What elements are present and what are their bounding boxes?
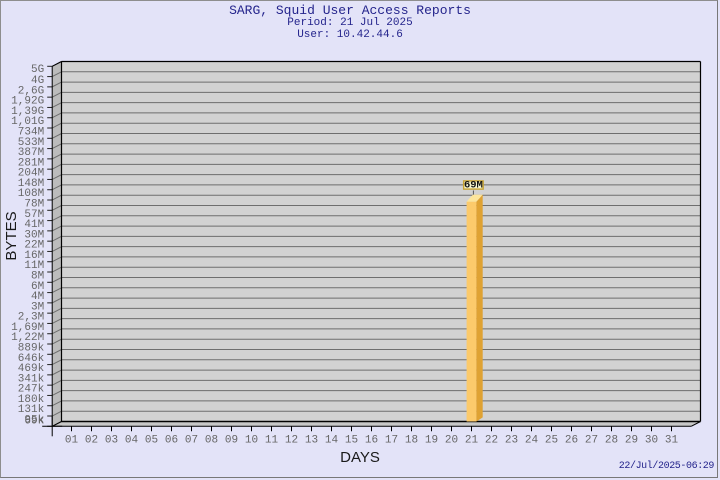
svg-text:69k: 69k <box>24 415 44 427</box>
svg-text:15: 15 <box>345 434 358 446</box>
svg-text:05: 05 <box>145 434 158 446</box>
svg-text:12: 12 <box>285 434 298 446</box>
svg-text:24: 24 <box>525 434 539 446</box>
svg-text:30: 30 <box>645 434 658 446</box>
svg-text:09: 09 <box>225 434 238 446</box>
svg-text:03: 03 <box>105 434 118 446</box>
svg-text:69M: 69M <box>464 180 483 192</box>
svg-text:25: 25 <box>545 434 558 446</box>
svg-text:23: 23 <box>505 434 518 446</box>
svg-text:07: 07 <box>185 434 198 446</box>
svg-text:27: 27 <box>585 434 598 446</box>
svg-text:31: 31 <box>665 434 679 446</box>
svg-text:29: 29 <box>625 434 638 446</box>
svg-text:22: 22 <box>485 434 498 446</box>
svg-text:20: 20 <box>445 434 458 446</box>
svg-text:01: 01 <box>65 434 79 446</box>
svg-text:06: 06 <box>165 434 178 446</box>
svg-text:17: 17 <box>385 434 398 446</box>
svg-text:10: 10 <box>245 434 258 446</box>
svg-text:16: 16 <box>365 434 378 446</box>
svg-text:21: 21 <box>465 434 479 446</box>
svg-text:13: 13 <box>305 434 318 446</box>
svg-text:18: 18 <box>405 434 418 446</box>
svg-text:26: 26 <box>565 434 578 446</box>
svg-text:19: 19 <box>425 434 438 446</box>
svg-text:08: 08 <box>205 434 218 446</box>
svg-text:28: 28 <box>605 434 618 446</box>
svg-text:14: 14 <box>325 434 339 446</box>
svg-text:02: 02 <box>85 434 98 446</box>
svg-text:04: 04 <box>125 434 139 446</box>
svg-text:11: 11 <box>265 434 279 446</box>
